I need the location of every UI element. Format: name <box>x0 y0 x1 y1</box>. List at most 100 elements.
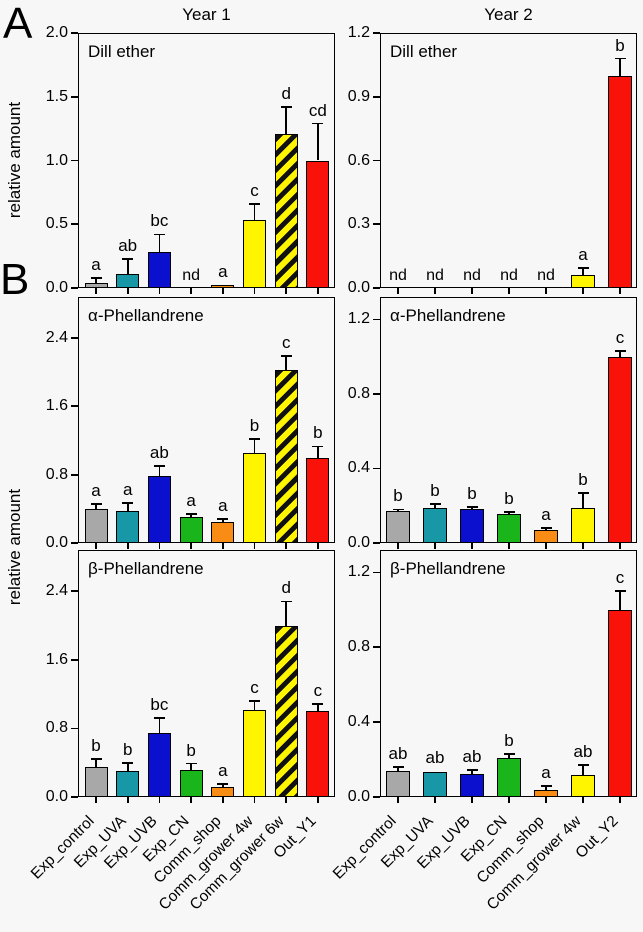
column-title-year2: Year 2 <box>484 5 533 24</box>
x-tick <box>434 288 436 294</box>
x-tick <box>285 797 288 803</box>
y-tick-label: 0.9 <box>347 87 370 105</box>
bar-comm-grower-4w <box>243 710 266 797</box>
y-tick <box>373 571 380 574</box>
significance-letter: b <box>186 740 196 760</box>
significance-letter: b <box>467 483 477 503</box>
panel-title: β-Phellandrene <box>390 559 506 578</box>
x-tick <box>221 288 224 294</box>
x-tick <box>126 797 129 803</box>
error-bar-cap <box>503 511 515 514</box>
y-tick <box>71 337 78 339</box>
bar-comm-grower-4w <box>243 220 266 288</box>
bar-comm-shop <box>211 786 235 797</box>
error-bar-line <box>95 503 97 509</box>
bar-comm-grower-6w <box>274 370 298 543</box>
x-tick <box>508 288 510 294</box>
bar-comm-grower-4w <box>243 453 266 543</box>
significance-letter: a <box>218 761 228 781</box>
significance-letter: ab <box>118 235 138 255</box>
bar-exp-control <box>84 766 108 797</box>
error-bar-cap <box>249 202 260 205</box>
significance-letter: ab <box>425 747 445 767</box>
error-bar-line <box>126 762 129 772</box>
bar-exp-control <box>84 282 108 288</box>
significance-letter: ab <box>573 742 593 762</box>
panel-alpha-phellandrene-year1 <box>78 297 335 543</box>
significance-letter: c <box>250 180 259 200</box>
x-tick <box>317 288 319 294</box>
y-tick-label: 1.6 <box>45 650 68 668</box>
error-bar-line <box>582 765 584 775</box>
panel-beta-phellandrene-year1 <box>78 550 335 797</box>
bar-exp-control <box>386 511 410 543</box>
error-bar-line <box>508 512 510 515</box>
significance-letter: b <box>504 730 514 750</box>
error-bar-line <box>253 700 256 711</box>
bar-out-y1 <box>306 457 330 543</box>
y-tick-label: 0.4 <box>347 713 370 731</box>
y-tick <box>373 542 380 544</box>
x-tick <box>253 288 256 294</box>
x-tick <box>508 797 510 803</box>
significance-letter: b <box>91 736 101 756</box>
x-tick <box>619 543 621 549</box>
significance-letter: a <box>91 254 101 274</box>
error-bar-cap <box>503 753 515 755</box>
panel-title: Dill ether <box>390 42 458 61</box>
x-tick <box>434 543 436 549</box>
error-bar-cap <box>217 518 229 520</box>
significance-letter: b <box>615 35 625 55</box>
y-tick <box>373 646 380 649</box>
x-tick <box>158 543 161 549</box>
panel-label-b: B <box>0 255 30 304</box>
error-bar-line <box>285 106 288 134</box>
significance-letter: b <box>393 486 403 506</box>
significance-letter: b <box>578 469 588 489</box>
y-tick <box>71 590 78 592</box>
nd-label: nd <box>426 267 444 284</box>
error-bar-cap <box>249 700 260 702</box>
y-tick <box>373 32 380 34</box>
error-bar-cap <box>577 764 589 767</box>
error-bar-line <box>285 601 288 627</box>
error-bar-cap <box>429 502 441 505</box>
error-bar-line <box>582 267 584 276</box>
y-tick-label: 2.0 <box>45 24 68 41</box>
significance-letter: bc <box>150 695 169 715</box>
y-tick <box>71 658 78 661</box>
x-tick <box>582 797 584 803</box>
bar-out-y2 <box>608 609 632 797</box>
x-tick <box>619 797 621 803</box>
y-tick <box>373 721 380 723</box>
bar-comm-grower-4w <box>571 507 595 543</box>
y-tick <box>373 95 380 98</box>
x-tick <box>508 543 510 549</box>
error-bar-cap <box>185 762 197 765</box>
error-bar-line <box>619 591 621 610</box>
error-bar-line <box>126 502 129 512</box>
y-tick-label: 1.6 <box>45 397 68 415</box>
error-bar-line <box>471 769 473 774</box>
error-bar-cap <box>614 350 626 352</box>
y-tick <box>373 796 380 798</box>
significance-letter: b <box>313 423 323 443</box>
error-bar-cap <box>122 761 134 764</box>
error-bar-cap <box>249 437 260 440</box>
panel-title: Dill ether <box>88 42 156 61</box>
x-tick <box>95 543 97 549</box>
error-bar-line <box>508 753 510 758</box>
y-tick-label: 2.4 <box>45 582 68 600</box>
x-tick <box>471 543 473 549</box>
y-tick-label: 1.2 <box>347 563 370 581</box>
significance-letter: bc <box>150 211 169 231</box>
bar-comm-grower-4w <box>571 774 595 797</box>
bar-exp-uva <box>116 771 140 797</box>
error-bar-line <box>95 277 97 283</box>
bar-out-y1 <box>306 711 330 797</box>
error-bar-cap <box>90 502 102 505</box>
error-bar-cap <box>280 106 292 108</box>
y-tick-label: 2.4 <box>45 329 68 346</box>
x-tick <box>471 797 473 803</box>
bar-exp-cn <box>179 517 203 543</box>
